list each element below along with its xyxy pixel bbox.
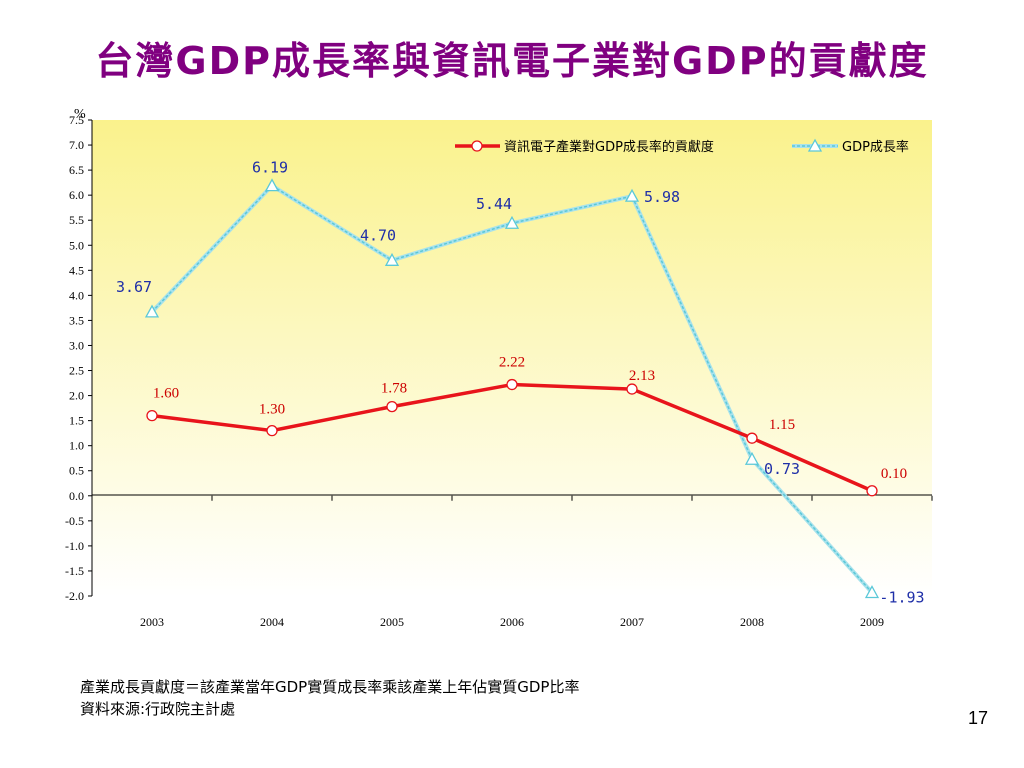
legend-gdp-label: GDP成長率: [842, 139, 909, 155]
y-tick-label: -1.0: [65, 539, 84, 553]
y-tick-label: 6.0: [69, 188, 84, 202]
contribution-point: [506, 378, 518, 391]
y-tick-label: 2.5: [69, 364, 84, 378]
y-tick-label: 6.5: [69, 163, 84, 177]
y-tick-label: 1.5: [69, 414, 84, 428]
contribution-data-label: 0.10: [881, 466, 907, 482]
gdp-growth-point: [264, 178, 280, 192]
y-tick-label: 2.0: [69, 389, 84, 403]
x-category-label: 2009: [860, 615, 884, 629]
contribution-data-label: 2.13: [629, 368, 655, 384]
x-category-label: 2006: [500, 615, 524, 629]
gdp-growth-point: [384, 252, 400, 266]
contribution-data-label: 1.30: [259, 402, 285, 418]
series-layer: 1.60 1.30 1.78 2.22 2.13 1.15 0.10 3.67 6.19 4.70…: [116, 159, 925, 607]
plot-area: [92, 120, 932, 596]
x-category-label: 2004: [260, 615, 284, 629]
contribution-point: [626, 383, 638, 395]
slide-title: 台灣GDP成長率與資訊電子業對GDP的貢獻度: [95, 39, 929, 83]
x-category-label: 2003: [140, 615, 164, 629]
footnotes: 產業成長貢獻度＝該產業當年GDP實質成長率乘該產業上年佔實質GDP比率 資料來源…: [80, 676, 579, 720]
legend-gdp-marker: [807, 138, 823, 152]
y-tick-label: -2.0: [65, 589, 84, 603]
y-tick-label: -0.5: [65, 514, 84, 528]
gdp-growth-data-label: 5.44: [476, 195, 512, 213]
gdp-growth-point: [144, 304, 160, 318]
y-tick-label: 7.5: [69, 113, 84, 127]
gdp-growth-point: [624, 188, 640, 202]
gdp-growth-data-label: 3.67: [116, 278, 152, 296]
gdp-growth-point: [744, 451, 760, 465]
y-tick-label: 5.5: [69, 213, 84, 227]
y-tick-label: 4.0: [69, 288, 84, 302]
contribution-data-label: 1.78: [381, 381, 407, 397]
gdp-growth-point: [504, 215, 520, 229]
x-category-label: 2008: [740, 615, 764, 629]
y-tick-label: 7.0: [69, 138, 84, 152]
y-tick-label: -1.5: [65, 564, 84, 578]
y-axis-unit-label: %: [74, 107, 86, 122]
contribution-point: [146, 409, 158, 422]
formula-note: 產業成長貢獻度＝該產業當年GDP實質成長率乘該產業上年佔實質GDP比率: [80, 678, 580, 696]
contribution-data-label: 2.22: [499, 355, 525, 371]
y-tick-label: 4.5: [69, 263, 84, 277]
gdp-growth-data-label: -1.93: [879, 588, 924, 606]
x-category-label: 2005: [380, 615, 404, 629]
gdp-growth-point: [864, 585, 880, 599]
contribution-data-label: 1.60: [153, 386, 179, 402]
contribution-point: [266, 425, 278, 437]
y-tick-label: 0.5: [69, 464, 84, 478]
chart-legend: 資訊電子產業對GDP成長率的貢獻度 GDP成長率: [455, 138, 909, 155]
page-number: 17: [967, 708, 988, 728]
y-tick-label: 5.0: [69, 238, 84, 252]
legend-contribution-marker: [471, 140, 483, 152]
contribution-point: [386, 400, 398, 413]
gdp-growth-data-label: 4.70: [360, 226, 396, 244]
y-tick-label: 1.0: [69, 439, 84, 453]
contribution-point: [746, 432, 758, 444]
y-tick-label: 3.0: [69, 338, 84, 352]
x-category-label: 2007: [620, 615, 644, 629]
gdp-growth-data-label: 5.98: [644, 188, 680, 206]
y-axis-ticks: 7.5 7.0 6.5 6.0 5.5 5.0 4.5 4.0 3.5 3.0 2.5 2.0 1.5 1…: [65, 113, 92, 603]
gdp-growth-data-label: 0.73: [764, 460, 800, 478]
gdp-growth-data-label: 6.19: [252, 159, 288, 177]
x-axis-ticks: 2003 2004 2005 2006 2007 2008 2009: [91, 495, 933, 629]
legend-contribution-label: 資訊電子產業對GDP成長率的貢獻度: [504, 139, 714, 155]
contribution-point: [866, 485, 878, 497]
contribution-data-label: 1.15: [769, 417, 795, 433]
y-tick-label: 3.5: [69, 313, 84, 327]
y-tick-label: 0.0: [69, 489, 84, 503]
source-note: 資料來源:行政院主計處: [80, 700, 236, 718]
